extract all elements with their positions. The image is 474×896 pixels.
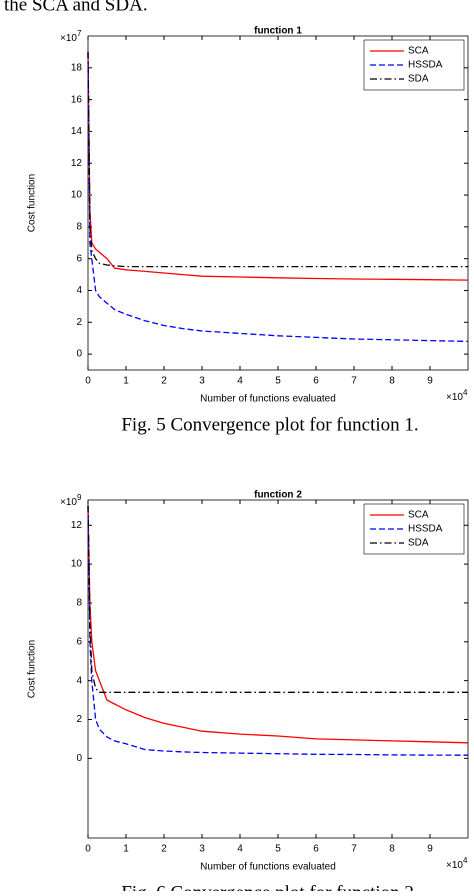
- y-tick-label: 8: [76, 598, 82, 609]
- x-tick-label: 4: [237, 844, 243, 855]
- y-tick-label: 0: [76, 753, 82, 764]
- x-tick-label: 2: [161, 376, 167, 387]
- x-multiplier-base: ×10: [446, 860, 463, 871]
- chart-title: function 1: [254, 26, 302, 37]
- x-multiplier-exponent: 4: [463, 388, 468, 397]
- legend-label: SCA: [408, 46, 429, 57]
- y-multiplier-exponent: 7: [77, 29, 82, 38]
- x-tick-label: 7: [351, 844, 357, 855]
- text-fragment: the SCA and SDA.: [4, 0, 148, 15]
- x-tick-label: 9: [427, 376, 433, 387]
- x-tick-label: 3: [199, 376, 205, 387]
- x-tick-label: 6: [313, 376, 319, 387]
- chart-title: function 2: [254, 490, 302, 501]
- y-tick-label: 6: [76, 253, 82, 264]
- y-tick-label: 4: [76, 285, 82, 296]
- y-tick-label: 10: [71, 559, 83, 570]
- x-axis-label: Number of functions evaluated: [200, 394, 336, 405]
- series-line: [87, 51, 469, 343]
- y-tick-label: 6: [76, 636, 82, 647]
- x-tick-label: 3: [199, 844, 205, 855]
- y-tick-label: 12: [71, 520, 83, 531]
- x-tick-label: 6: [313, 844, 319, 855]
- x-tick-label: 5: [275, 844, 281, 855]
- series-line: [87, 505, 469, 744]
- plot-area: [87, 499, 469, 839]
- x-tick-label: 1: [123, 376, 129, 387]
- series-line: [87, 51, 468, 268]
- x-tick-label: 8: [389, 844, 395, 855]
- x-multiplier: ×104: [446, 388, 468, 403]
- legend-label: SDA: [408, 74, 429, 85]
- y-multiplier: ×109: [60, 493, 82, 508]
- x-tick-label: 7: [351, 376, 357, 387]
- x-tick-label: 4: [237, 376, 243, 387]
- y-tick-label: 2: [76, 714, 82, 725]
- y-multiplier-base: ×10: [60, 33, 77, 44]
- x-multiplier: ×104: [446, 856, 468, 871]
- x-axis-label: Number of functions evaluated: [200, 862, 336, 873]
- y-tick-label: 14: [71, 126, 83, 137]
- y-tick-label: 2: [76, 317, 82, 328]
- x-tick-label: 0: [85, 844, 91, 855]
- y-tick-label: 8: [76, 221, 82, 232]
- caption: Fig. 5 Convergence plot for function 1.: [121, 414, 418, 435]
- y-tick-label: 10: [71, 190, 83, 201]
- x-tick-label: 0: [85, 376, 91, 387]
- y-axis-label: Cost function: [27, 174, 38, 232]
- caption: Fig. 6 Convergence plot for function 2.: [121, 882, 418, 891]
- x-tick-label: 8: [389, 376, 395, 387]
- x-tick-label: 9: [427, 844, 433, 855]
- y-multiplier-base: ×10: [60, 497, 77, 508]
- y-tick-label: 18: [71, 62, 83, 73]
- y-tick-label: 12: [71, 158, 83, 169]
- legend-label: HSSDA: [408, 524, 443, 535]
- legend-label: HSSDA: [408, 60, 443, 71]
- x-multiplier-exponent: 4: [463, 856, 468, 865]
- series-line: [87, 51, 469, 281]
- plot-area: [87, 35, 469, 371]
- y-tick-label: 4: [76, 675, 82, 686]
- legend-label: SDA: [408, 538, 429, 549]
- y-axis-label: Cost function: [27, 640, 38, 698]
- x-multiplier-base: ×10: [446, 392, 463, 403]
- legend-label: SCA: [408, 510, 429, 521]
- y-multiplier: ×107: [60, 29, 82, 44]
- y-multiplier-exponent: 9: [77, 493, 82, 502]
- y-tick-label: 16: [71, 94, 83, 105]
- x-tick-label: 5: [275, 376, 281, 387]
- x-tick-label: 1: [123, 844, 129, 855]
- series-line: [87, 505, 468, 693]
- x-tick-label: 2: [161, 844, 167, 855]
- y-tick-label: 0: [76, 349, 82, 360]
